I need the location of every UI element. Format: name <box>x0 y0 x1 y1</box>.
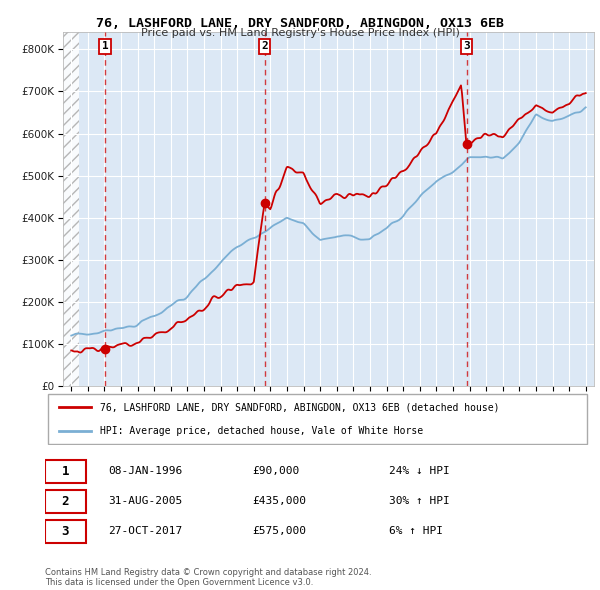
Text: 24% ↓ HPI: 24% ↓ HPI <box>389 466 450 476</box>
Text: Contains HM Land Registry data © Crown copyright and database right 2024.
This d: Contains HM Land Registry data © Crown c… <box>45 568 371 587</box>
Text: 30% ↑ HPI: 30% ↑ HPI <box>389 496 450 506</box>
FancyBboxPatch shape <box>45 520 86 543</box>
FancyBboxPatch shape <box>45 460 86 483</box>
Text: 1: 1 <box>62 465 69 478</box>
Text: 27-OCT-2017: 27-OCT-2017 <box>108 526 182 536</box>
Bar <box>63 32 79 386</box>
Text: 76, LASHFORD LANE, DRY SANDFORD, ABINGDON, OX13 6EB: 76, LASHFORD LANE, DRY SANDFORD, ABINGDO… <box>96 17 504 30</box>
Text: 2: 2 <box>62 495 69 508</box>
Text: 1: 1 <box>101 41 109 51</box>
Text: 76, LASHFORD LANE, DRY SANDFORD, ABINGDON, OX13 6EB (detached house): 76, LASHFORD LANE, DRY SANDFORD, ABINGDO… <box>100 402 499 412</box>
FancyBboxPatch shape <box>45 490 86 513</box>
Text: 2: 2 <box>262 41 268 51</box>
Text: £90,000: £90,000 <box>253 466 300 476</box>
Text: 08-JAN-1996: 08-JAN-1996 <box>108 466 182 476</box>
Text: £575,000: £575,000 <box>253 526 307 536</box>
Text: 6% ↑ HPI: 6% ↑ HPI <box>389 526 443 536</box>
Text: 3: 3 <box>62 525 69 538</box>
Text: 3: 3 <box>463 41 470 51</box>
FancyBboxPatch shape <box>48 395 587 444</box>
Text: 31-AUG-2005: 31-AUG-2005 <box>108 496 182 506</box>
Text: £435,000: £435,000 <box>253 496 307 506</box>
Text: Price paid vs. HM Land Registry's House Price Index (HPI): Price paid vs. HM Land Registry's House … <box>140 28 460 38</box>
Text: HPI: Average price, detached house, Vale of White Horse: HPI: Average price, detached house, Vale… <box>100 425 423 435</box>
